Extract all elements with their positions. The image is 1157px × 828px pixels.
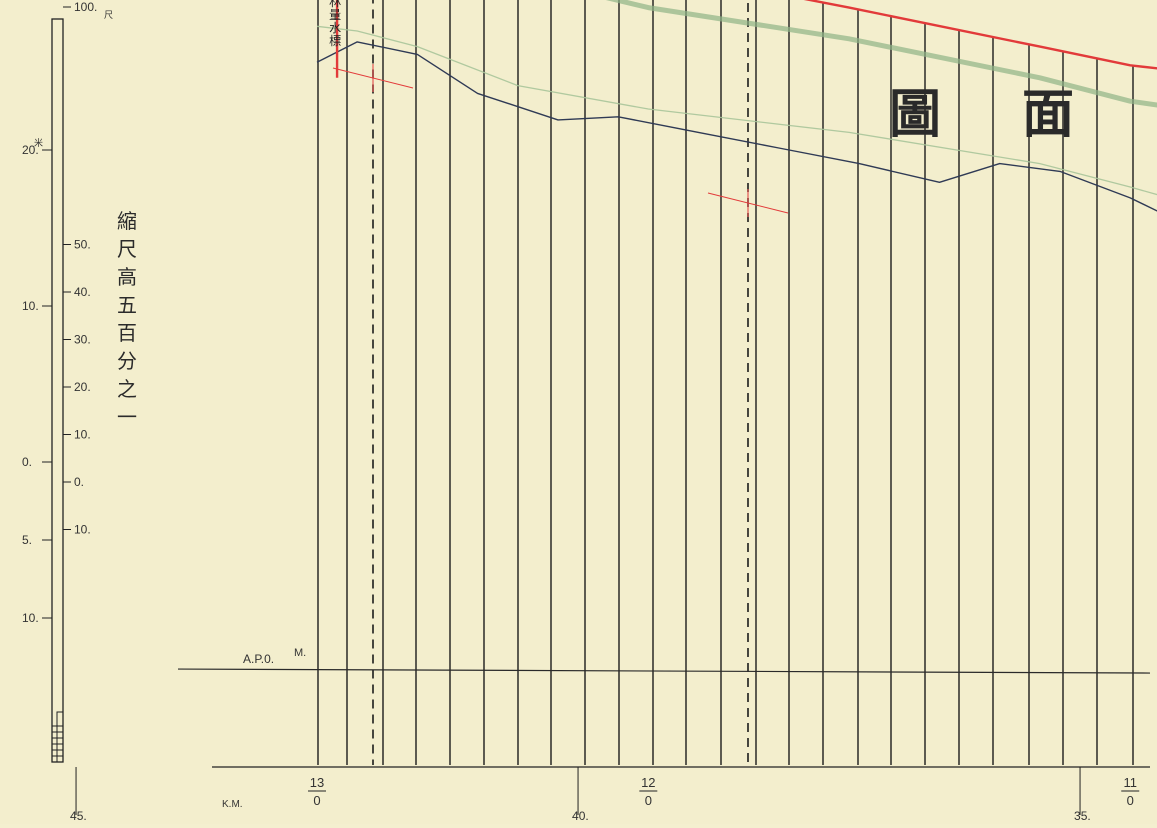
scale-left-label: 10. <box>22 299 39 313</box>
gauge-name-char: 標 <box>329 34 341 48</box>
scale-label-char: 縮 <box>117 209 137 233</box>
scale-left-label: 5. <box>22 533 32 547</box>
scale-right-unit: 尺 <box>104 10 113 20</box>
scale-label-char: 高 <box>117 265 137 289</box>
scale-label-char: 尺 <box>117 237 137 261</box>
scale-label-char: 分 <box>117 349 137 373</box>
profile-series-0 <box>803 0 1157 70</box>
scale-right-label: 50. <box>74 238 91 252</box>
scale-right-label: 40. <box>74 285 91 299</box>
gauge-name-char: 量 <box>329 8 341 22</box>
scale-label-char: 一 <box>117 405 137 429</box>
km-tick-label: 40. <box>572 809 589 823</box>
scale-left-label: 30. <box>22 0 39 1</box>
scale-sub-frame <box>56 711 64 763</box>
profile-series-2 <box>316 25 1157 196</box>
scale-right-label: 0. <box>74 475 84 489</box>
scale-right-label: 10. <box>74 523 91 537</box>
km-axis-label: K.M. <box>222 799 243 810</box>
datum-label: A.P.0. <box>243 652 274 666</box>
scale-label-char: 五 <box>117 293 137 317</box>
section-sub: 0 <box>645 793 652 808</box>
scale-left-label: 20. <box>22 143 39 157</box>
section-number: 12 <box>641 775 655 790</box>
km-tick-label: 35. <box>1074 809 1091 823</box>
scale-left-label: 0. <box>22 455 32 469</box>
chart-title-char-1: 圖 <box>889 84 941 145</box>
scale-right-label: 20. <box>74 380 91 394</box>
profile-series-1 <box>605 0 1157 108</box>
profile-series-3 <box>316 41 1157 212</box>
km-tick-label: 45. <box>70 809 87 823</box>
section-sub: 0 <box>1127 793 1134 808</box>
gauge-name-char: 水 <box>329 21 341 35</box>
scale-left-unit: 米 <box>34 137 43 148</box>
chart-title-char-2: 面 <box>1022 84 1074 145</box>
scale-right-label: 30. <box>74 333 91 347</box>
scale-right-label: 100. <box>74 0 97 14</box>
scale-label-char: 之 <box>117 377 137 401</box>
datum-suffix: M. <box>294 647 306 659</box>
section-number: 13 <box>310 775 324 790</box>
scale-label-char: 百 <box>117 321 137 345</box>
gauge-name-char: 林 <box>329 0 341 9</box>
datum-line <box>177 668 1151 674</box>
scale-left-label: 10. <box>22 611 39 625</box>
scale-right-label: 10. <box>74 428 91 442</box>
section-number: 11 <box>1123 775 1137 790</box>
section-sub: 0 <box>313 793 320 808</box>
